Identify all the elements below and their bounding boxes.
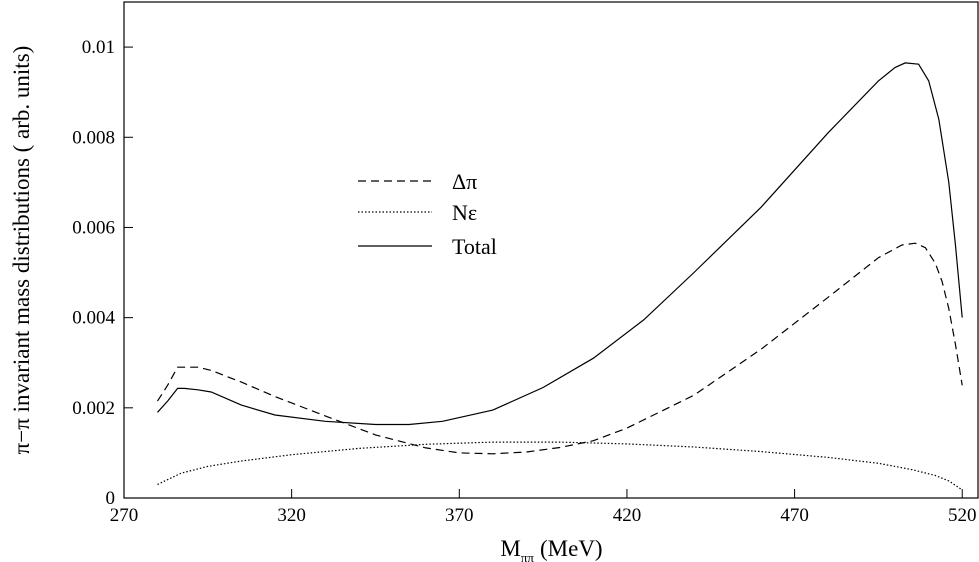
y-axis-ticks: 0 0.002 0.004 0.006 0.008 0.01: [72, 37, 133, 509]
x-tick-label: 320: [277, 505, 306, 526]
plot-area-frame: [123, 1, 979, 499]
x-tick-label: 420: [613, 505, 642, 526]
y-tick-label: 0.01: [82, 37, 115, 58]
y-tick-label: 0.008: [72, 127, 115, 148]
legend-label: Total: [452, 234, 497, 259]
series-line: [157, 441, 963, 491]
series-line: [157, 62, 963, 426]
series-layer: [156, 62, 963, 491]
x-tick-label: 520: [948, 505, 977, 526]
x-tick-label: 470: [780, 505, 809, 526]
x-axis-title-subscript: ππ: [521, 550, 535, 562]
y-tick-label: 0.002: [72, 398, 115, 419]
y-tick-label: 0: [106, 488, 116, 509]
x-axis-title-unit: (MeV): [540, 536, 603, 561]
x-tick-label: 270: [110, 505, 139, 526]
x-axis-ticks: 270 320 370 420 470 520: [110, 489, 977, 526]
x-tick-label: 370: [445, 505, 474, 526]
x-axis-title-main: M: [500, 536, 520, 561]
y-axis-title: π−π invariant mass distributions ( arb. …: [9, 46, 34, 455]
legend-label: Nε: [452, 200, 477, 225]
legend: Δπ Nε Total: [358, 169, 497, 259]
y-tick-label: 0.004: [72, 308, 115, 329]
x-axis-title: Mππ (MeV): [500, 536, 602, 562]
y-tick-label: 0.006: [72, 217, 115, 238]
legend-label: Δπ: [452, 169, 477, 194]
series-line: [156, 242, 963, 455]
